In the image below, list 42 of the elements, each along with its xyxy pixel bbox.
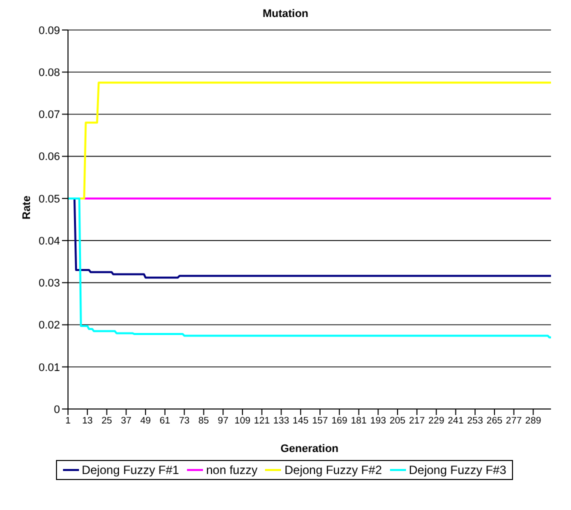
x-tick-label: 121 — [254, 416, 270, 427]
x-tick-label: 193 — [370, 416, 386, 427]
x-tick-label: 13 — [82, 416, 93, 427]
y-tick-label: 0.09 — [38, 24, 60, 37]
x-tick-label: 169 — [331, 416, 348, 427]
x-tick-label: 61 — [160, 416, 170, 427]
legend-label: Dejong Fuzzy F#2 — [283, 463, 382, 477]
x-tick-label: 1 — [65, 416, 71, 427]
x-tick-label: 37 — [120, 416, 132, 427]
x-tick-label: 253 — [467, 416, 484, 427]
x-tick-label: 229 — [428, 416, 444, 427]
x-tick-label: 133 — [273, 416, 290, 427]
x-tick-label: 73 — [179, 416, 190, 427]
x-axis-title: Generation — [280, 443, 339, 455]
x-tick-label: 241 — [448, 416, 464, 427]
y-tick-label: 0.03 — [38, 278, 60, 290]
x-tick-label: 277 — [506, 416, 522, 427]
y-tick-label: 0.08 — [38, 67, 60, 80]
y-tick-label: 0.02 — [38, 320, 60, 332]
x-tick-label: 49 — [140, 416, 151, 427]
legend-label: non fuzzy — [205, 463, 258, 477]
x-tick-label: 157 — [312, 416, 328, 427]
legend-label: Dejong Fuzzy F#3 — [408, 463, 506, 477]
legend-label: Dejong Fuzzy F#1 — [80, 463, 180, 477]
y-tick-label: 0.07 — [38, 109, 60, 122]
x-tick-label: 145 — [292, 416, 309, 427]
y-axis-title: Rate — [20, 196, 33, 220]
x-tick-label: 109 — [234, 416, 250, 427]
y-tick-label: 0.01 — [38, 362, 60, 374]
x-tick-label: 181 — [350, 416, 367, 427]
x-tick-label: 85 — [198, 416, 209, 427]
x-tick-label: 289 — [525, 416, 542, 427]
x-tick-label: 217 — [408, 416, 425, 427]
x-tick-label: 205 — [390, 416, 406, 427]
x-tick-label: 97 — [218, 416, 228, 427]
y-tick-label: 0 — [54, 404, 60, 416]
y-tick-label: 0.05 — [38, 193, 60, 206]
y-tick-label: 0.06 — [38, 151, 60, 164]
chart-title: Mutation — [262, 8, 310, 20]
x-tick-label: 25 — [101, 416, 112, 427]
x-tick-label: 265 — [486, 416, 502, 427]
y-tick-label: 0.04 — [38, 235, 60, 248]
